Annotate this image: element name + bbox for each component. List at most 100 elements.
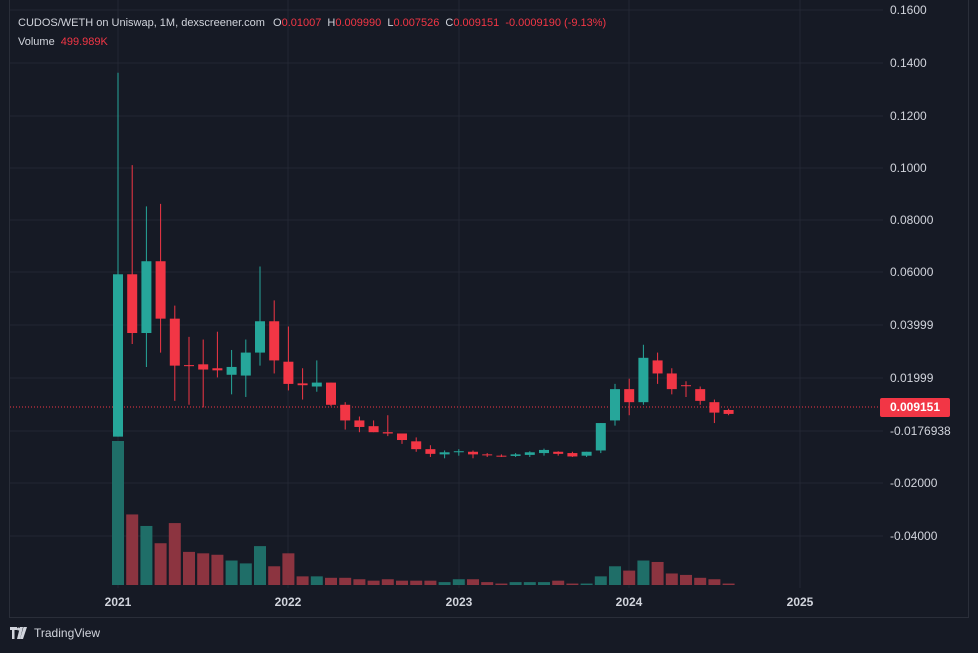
candle-body bbox=[666, 373, 677, 390]
candles bbox=[113, 72, 734, 459]
candle-body bbox=[155, 261, 166, 319]
volume-bar bbox=[239, 563, 252, 585]
y-tick-label: 0.06000 bbox=[890, 265, 934, 279]
candle-body bbox=[496, 455, 507, 457]
candle-body bbox=[198, 364, 209, 370]
last-price-tag: 0.009151 bbox=[880, 398, 950, 417]
candle-body bbox=[468, 451, 478, 455]
candle-body bbox=[382, 432, 393, 434]
legend-change: -0.0009190 (-9.13%) bbox=[505, 17, 607, 29]
volume-bar bbox=[722, 583, 735, 585]
volume-bar bbox=[367, 580, 380, 585]
x-tick-label: 2021 bbox=[105, 595, 132, 609]
volume-bar bbox=[353, 579, 366, 585]
tradingview-branding[interactable]: TradingView bbox=[10, 626, 100, 640]
volume-bar bbox=[225, 560, 238, 585]
chart-frame bbox=[9, 0, 969, 618]
volume-bar bbox=[509, 582, 522, 585]
volume-bar bbox=[268, 566, 281, 585]
legend-l-value: 0.007526 bbox=[393, 17, 440, 29]
candle-body bbox=[226, 366, 237, 375]
candle-body bbox=[425, 449, 436, 454]
volume-bars bbox=[112, 441, 735, 585]
candle-body bbox=[652, 360, 663, 374]
legend-o-value: 0.01007 bbox=[281, 17, 322, 29]
legend-pair: CUDOS/WETH on Uniswap, 1M, dexscreener.c… bbox=[18, 17, 265, 29]
candle-body bbox=[240, 352, 251, 376]
candle-body bbox=[510, 454, 521, 456]
y-tick-label: 0.01999 bbox=[890, 371, 934, 385]
volume-bar bbox=[538, 582, 550, 585]
y-tick-label: 0.1200 bbox=[890, 109, 927, 123]
candle-body bbox=[539, 449, 549, 454]
volume-bar bbox=[168, 523, 181, 585]
volume-bar bbox=[637, 560, 650, 585]
legend-c-value: 0.009151 bbox=[453, 17, 500, 29]
volume-bar bbox=[296, 576, 309, 585]
volume-bar bbox=[140, 525, 153, 585]
volume-bar bbox=[197, 553, 210, 585]
volume-bar bbox=[310, 576, 323, 585]
volume-bar bbox=[438, 582, 451, 585]
candle-body bbox=[723, 410, 734, 414]
volume-label: Volume bbox=[18, 36, 55, 48]
candle-body bbox=[368, 426, 379, 433]
x-axis-labels: 2021 2022 2023 2024 2025 bbox=[105, 595, 814, 609]
candle-body bbox=[567, 453, 578, 457]
candle-body bbox=[610, 389, 620, 421]
legend-volume: Volume 499.989K bbox=[18, 36, 111, 48]
volume-bar bbox=[623, 570, 636, 585]
y-tick-label: 0.1000 bbox=[890, 161, 927, 175]
tradingview-brand-text: TradingView bbox=[34, 626, 101, 640]
volume-bar bbox=[126, 514, 139, 585]
volume-bar bbox=[112, 441, 124, 585]
volume-bar bbox=[381, 579, 394, 585]
volume-value: 499.989K bbox=[60, 36, 108, 48]
y-tick-label: -0.02000 bbox=[890, 476, 938, 490]
candle-body bbox=[453, 451, 464, 453]
candle-body bbox=[127, 274, 138, 334]
y-tick-label: 0.03999 bbox=[890, 318, 934, 332]
candle-body bbox=[269, 321, 280, 361]
candle-body bbox=[326, 382, 336, 405]
volume-bar bbox=[481, 582, 494, 585]
candle-body bbox=[255, 321, 265, 353]
candle-body bbox=[553, 451, 564, 454]
volume-bar bbox=[694, 577, 707, 585]
candle-body bbox=[411, 441, 422, 450]
volume-bar bbox=[424, 580, 437, 585]
volume-bar bbox=[651, 561, 664, 585]
x-tick-label: 2022 bbox=[275, 595, 302, 609]
volume-bar bbox=[254, 546, 266, 585]
candle-body bbox=[681, 385, 691, 387]
candle-body bbox=[297, 383, 308, 386]
volume-bar bbox=[467, 579, 479, 585]
y-tick-label: 0.1400 bbox=[890, 56, 927, 70]
candle-body bbox=[482, 454, 493, 456]
legend-h-value: 0.009990 bbox=[335, 17, 382, 29]
volume-bar bbox=[523, 582, 536, 585]
candle-body bbox=[184, 365, 194, 367]
y-tick-label: 0.1600 bbox=[890, 3, 927, 17]
y-axis-labels: 0.1600 0.1400 0.1200 0.1000 0.08000 0.06000 0.… bbox=[890, 3, 951, 543]
x-tick-label: 2025 bbox=[787, 595, 814, 609]
candle-body bbox=[397, 433, 407, 441]
candle-body bbox=[311, 382, 322, 387]
legend-c-label: C bbox=[445, 17, 454, 29]
volume-bar bbox=[552, 580, 565, 585]
volume-bar bbox=[282, 553, 295, 585]
volume-bar bbox=[580, 583, 593, 585]
candle-body bbox=[113, 274, 123, 437]
volume-bar bbox=[452, 579, 465, 585]
candle-body bbox=[638, 357, 649, 403]
candle-body bbox=[709, 402, 720, 413]
candle-body bbox=[595, 423, 606, 451]
candle-body bbox=[141, 261, 152, 334]
candle-body bbox=[524, 452, 535, 455]
volume-bar bbox=[410, 580, 423, 585]
candle-body bbox=[695, 389, 706, 401]
legend-h-label: H bbox=[327, 17, 336, 29]
candle-body bbox=[169, 318, 180, 366]
volume-bar bbox=[396, 580, 408, 585]
